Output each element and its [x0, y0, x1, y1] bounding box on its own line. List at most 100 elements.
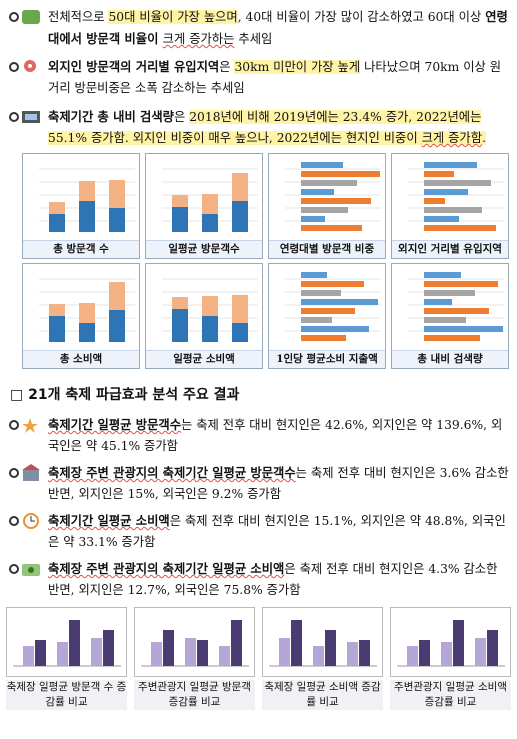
thumbnail-bar [49, 304, 65, 316]
bottom-charts: 축제장 일평균 방문객 수 증감률 비교 주변관광지 일평균 방문객 증감률 비교… [6, 607, 512, 722]
bottom-chart-frame [6, 607, 127, 677]
bottom-caption: 주변관광지 일평균 방문객 증감률 비교 [134, 680, 255, 710]
thumbnail-graphic [408, 272, 504, 341]
bullet-icon [9, 111, 40, 123]
text-run: 크게 증가함 [421, 131, 483, 145]
bottom-bar [487, 630, 498, 666]
bottom-bar [407, 646, 418, 666]
thumbnail-bar [301, 198, 371, 204]
bullet-icon [9, 564, 40, 576]
bottom-chart: 축제장 일평균 소비액 증감률 비교 [262, 607, 383, 722]
bullet-icon [9, 10, 40, 24]
thumbnail-bar [424, 290, 475, 296]
bottom-bar [151, 642, 162, 666]
thumbnail-bar [301, 225, 362, 231]
chart-thumbnail: 총 방문객 수 [22, 153, 140, 259]
bottom-bar [325, 630, 336, 666]
text-run: 추세임 [234, 32, 273, 46]
bottom-bar [279, 638, 290, 666]
text-run: 외지인 방문객의 거리별 유입지역 [48, 59, 220, 74]
chart-caption: 일평균 소비액 [146, 350, 262, 368]
text-run: 는 축제 전후 대비 현지인은 3.6% 감소한 반면, 외지인은 15%, 외… [48, 466, 509, 501]
thumbnail-bar [424, 317, 466, 323]
text-run: 50대 비율이 가장 높으며 [108, 10, 238, 24]
thumbnail-graphic [39, 278, 135, 342]
thumbnail-bar [301, 281, 364, 287]
bottom-bar [163, 630, 174, 666]
thumbnail-bar [424, 225, 496, 231]
thumbnail-bar [301, 317, 332, 323]
intro-bullet: 축제기간 총 내비 검색량은 2018년에 비해 2019년에는 23.4% 증… [4, 106, 509, 149]
bottom-chart: 주변관광지 일평균 방문객 증감률 비교 [134, 607, 255, 722]
thumbnail-bar [301, 272, 327, 278]
bottom-bar [91, 638, 102, 666]
thumbnail-bar [172, 309, 188, 342]
bottom-chart-frame [134, 607, 255, 677]
thumbnail-bar [202, 194, 218, 214]
bottom-caption: 축제장 일평균 방문객 수 증감률 비교 [6, 680, 127, 710]
text-run: 는 축제 전후 대비 현지인은 42.6%, 외지인은 약 139.6%, 외국… [48, 418, 503, 453]
bottom-graphic [397, 620, 505, 667]
bottom-bar [103, 630, 114, 666]
thumbnail-bar [79, 303, 95, 323]
result-item: 축제기간 일평균 방문객수는 축제 전후 대비 현지인은 42.6%, 외지인은… [4, 414, 509, 457]
text-run: 30km 미만이 가장 높게 [234, 60, 361, 74]
thumbnail-bar [202, 296, 218, 316]
chart-thumbnail: 일평균 소비액 [145, 263, 263, 369]
text-run: 축제기간 일평균 방문객수 [48, 417, 182, 432]
thumbnail-bar [79, 323, 95, 342]
thumbnail-bar [301, 162, 343, 168]
thumbnail-bar [301, 180, 357, 186]
bottom-bar [359, 640, 370, 666]
text-run: 은 [219, 60, 235, 74]
text-run: 나타났으며 70km 이상 원거리 방문비중은 소폭 감소하는 추세임 [48, 60, 502, 95]
chart-thumbnail: 연령대별 방문객 비중 [268, 153, 386, 259]
thumbnail-graphic [285, 272, 381, 341]
thumbnail-bar [301, 326, 369, 332]
thumbnail-bar [301, 290, 341, 296]
bottom-graphic [269, 620, 377, 667]
bottom-bar [197, 640, 208, 666]
chart-caption: 외지인 거리별 유입지역 [392, 240, 508, 258]
bullet-icon [9, 464, 40, 481]
text-run: 축제기간 일평균 소비액 [48, 513, 170, 528]
thumbnail-bar [424, 335, 480, 341]
thumbnail-bar [49, 316, 65, 342]
bullet-icon [9, 60, 36, 72]
bottom-bar [219, 646, 230, 666]
thumbnail-bar [79, 201, 95, 232]
thumbnail-bar [301, 335, 346, 341]
text-run: 은 축제 전후 대비 현지인은 4.3% 감소한 반면, 외지인은 12.7%,… [48, 562, 498, 597]
bottom-graphic [13, 620, 121, 667]
thumbnail-bar [49, 214, 65, 232]
text-run: 은 축제 전후 대비 현지인은 15.1%, 외지인은 약 48.8%, 외국인… [48, 514, 506, 549]
bottom-chart-frame [390, 607, 511, 677]
text-run: 축제기간 총 내비 검색량 [48, 109, 174, 124]
chart-thumbnail: 1인당 평균소비 지출액 [268, 263, 386, 369]
thumbnail-graphic [162, 278, 258, 342]
bottom-bar [291, 620, 302, 666]
thumbnail-bar [232, 295, 248, 323]
thumbnail-bar [172, 207, 188, 232]
text-run: 축제장 주변 관광지의 축제기간 일평균 소비액 [48, 561, 285, 576]
thumbnail-bar [172, 195, 188, 207]
bottom-bar [23, 646, 34, 666]
thumbnail-bar [301, 171, 380, 177]
chart-caption: 연령대별 방문객 비중 [269, 240, 385, 258]
thumbnail-bar [424, 180, 491, 186]
text-run: , 40대 비율이 가장 많이 감소하였고 60대 이상 [237, 10, 486, 24]
section-title: □ 21개 축제 파급효과 분석 주요 결과 [10, 387, 240, 403]
thumbnail-bar [424, 207, 482, 213]
thumbnail-bar [301, 216, 325, 222]
bottom-chart-frame [262, 607, 383, 677]
bottom-bar [347, 642, 358, 666]
text-run: 은 [173, 110, 190, 124]
thumbnail-bar [424, 281, 498, 287]
text-run: 크게 증가하는 [162, 32, 235, 46]
chart-thumbnail: 총 내비 검색량 [391, 263, 509, 369]
chart-caption: 총 방문객 수 [23, 240, 139, 258]
text-run: 연령대에서 방문객 비율이 [48, 9, 508, 46]
bottom-bar [453, 620, 464, 666]
thumbnail-bar [172, 297, 188, 309]
